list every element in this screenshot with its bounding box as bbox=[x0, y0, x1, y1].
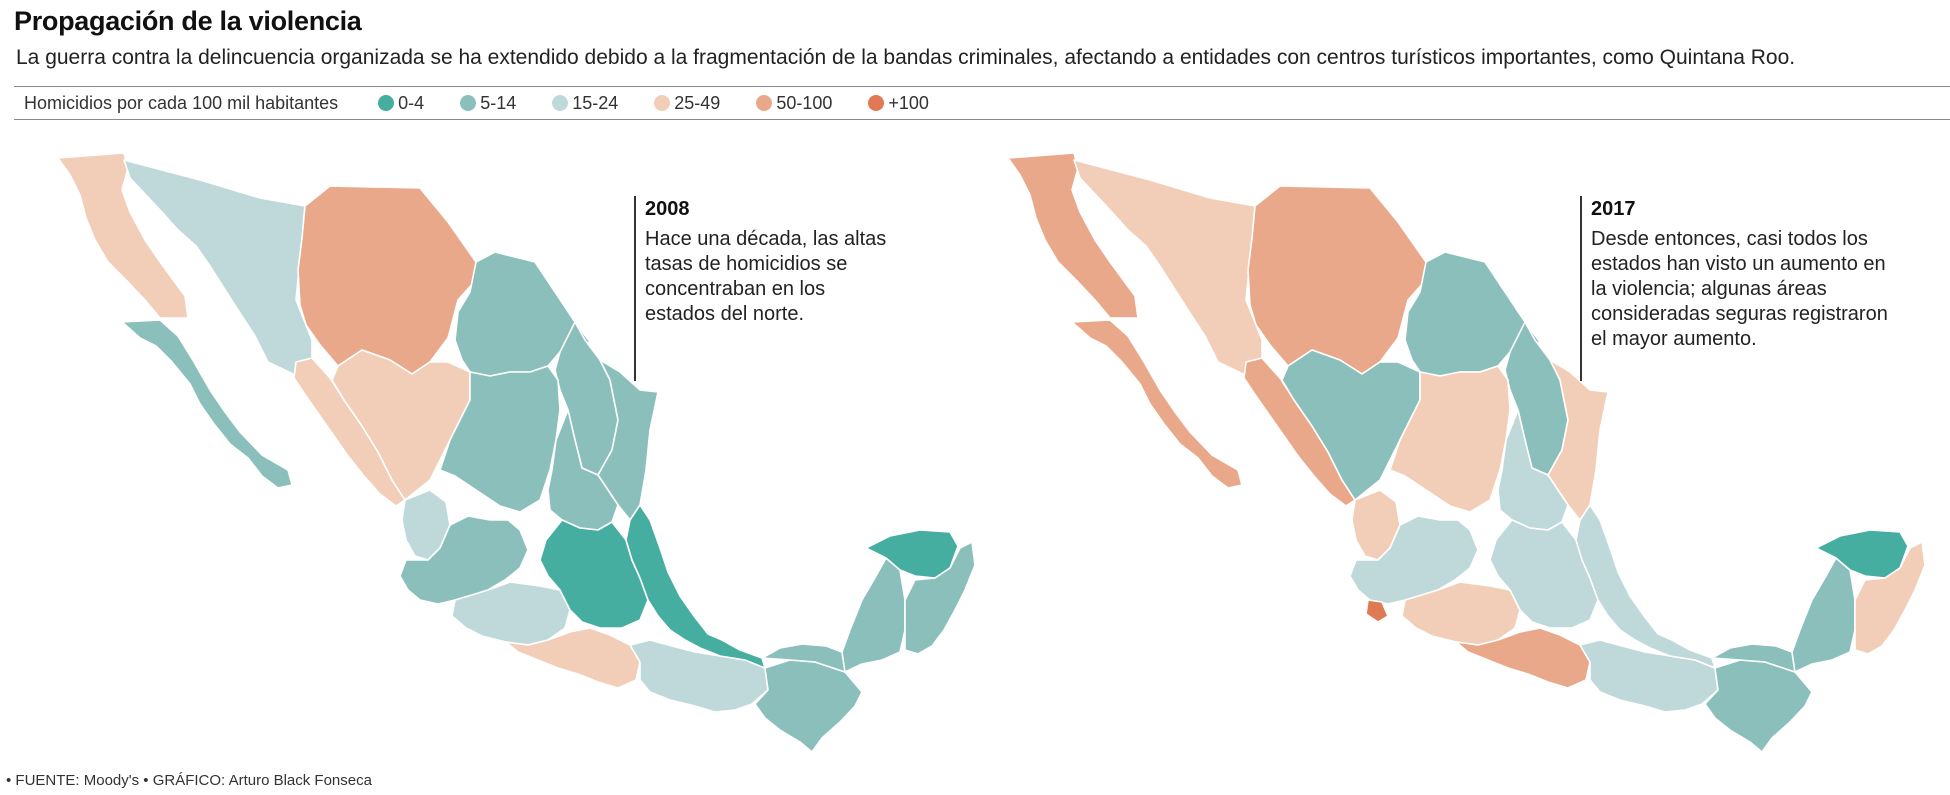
legend: Homicidios por cada 100 mil habitantes 0… bbox=[24, 90, 965, 116]
state-centro bbox=[539, 519, 649, 629]
legend-swatch-5-14 bbox=[460, 95, 477, 111]
legend-label-15-24: 15-24 bbox=[572, 92, 619, 113]
legend-label-0-4: 0-4 bbox=[398, 92, 425, 113]
annotation-2017: 2017 Desde entonces, casi todos los esta… bbox=[1580, 196, 1891, 381]
legend-item-5-14: 5-14 bbox=[460, 93, 516, 114]
state-guerrero bbox=[1455, 627, 1591, 689]
state-campeche bbox=[841, 557, 906, 673]
state-guerrero bbox=[505, 627, 641, 689]
state-michoacan bbox=[451, 581, 571, 646]
annotation-note-2017: Desde entonces, casi todos los estados h… bbox=[1591, 228, 1888, 350]
state-centro bbox=[1489, 519, 1599, 629]
state-quintana-roo bbox=[1854, 541, 1926, 655]
state-campeche bbox=[1791, 557, 1856, 673]
legend-title: Homicidios por cada 100 mil habitantes bbox=[24, 92, 339, 113]
map-2017 bbox=[950, 0, 1930, 795]
state-baja-california bbox=[1007, 152, 1139, 319]
legend-label-25-49: 25-49 bbox=[674, 92, 721, 113]
state-quintana-roo bbox=[904, 541, 976, 655]
annotation-year-2008: 2008 bbox=[645, 198, 690, 220]
source-credit: • FUENTE: Moody's • GRÁFICO: Arturo Blac… bbox=[6, 772, 372, 789]
chart-subtitle: La guerra contra la delincuencia organiz… bbox=[16, 46, 1796, 69]
state-chiapas bbox=[754, 659, 863, 753]
legend-label-5-14: 5-14 bbox=[480, 92, 517, 113]
map-2008-svg bbox=[57, 152, 976, 753]
legend-bottom-rule bbox=[14, 119, 1950, 120]
state-baja-california bbox=[57, 152, 189, 319]
state-chihuahua bbox=[297, 185, 477, 375]
state-zacatecas bbox=[439, 365, 561, 513]
legend-item-100-plus: +100 bbox=[868, 93, 929, 114]
map-2008 bbox=[57, 152, 976, 753]
annotation-2008: 2008 Hace una década, las altas tasas de… bbox=[634, 196, 895, 381]
state-jalisco bbox=[399, 515, 529, 605]
legend-item-15-24: 15-24 bbox=[552, 93, 618, 114]
state-michoacan bbox=[1401, 581, 1521, 646]
legend-swatch-15-24 bbox=[552, 95, 569, 111]
legend-swatch-50-100 bbox=[756, 95, 773, 111]
state-zacatecas bbox=[1389, 365, 1511, 513]
annotation-note-2008: Hace una década, las altas tasas de homi… bbox=[645, 228, 887, 325]
legend-swatch-25-49 bbox=[654, 95, 671, 111]
legend-top-rule bbox=[14, 86, 1950, 87]
legend-label-50-100: 50-100 bbox=[776, 92, 833, 113]
annotation-year-2017: 2017 bbox=[1591, 198, 1636, 220]
state-oaxaca bbox=[1579, 639, 1719, 713]
state-baja-california-sur bbox=[1071, 319, 1243, 489]
state-veracruz bbox=[1575, 504, 1716, 669]
legend-label-100-plus: +100 bbox=[888, 92, 929, 113]
chart-title: Propagación de la violencia bbox=[14, 6, 362, 36]
map-2017-svg bbox=[1007, 152, 1926, 753]
legend-item-0-4: 0-4 bbox=[378, 93, 424, 114]
state-chiapas bbox=[1704, 659, 1813, 753]
legend-item-50-100: 50-100 bbox=[756, 93, 832, 114]
legend-swatch-0-4 bbox=[378, 95, 395, 111]
state-baja-california-sur bbox=[121, 319, 293, 489]
legend-swatch-100-plus bbox=[868, 95, 885, 111]
state-veracruz bbox=[625, 504, 766, 669]
legend-item-25-49: 25-49 bbox=[654, 93, 720, 114]
state-colima bbox=[1365, 599, 1389, 623]
state-oaxaca bbox=[629, 639, 769, 713]
state-chihuahua bbox=[1247, 185, 1427, 375]
